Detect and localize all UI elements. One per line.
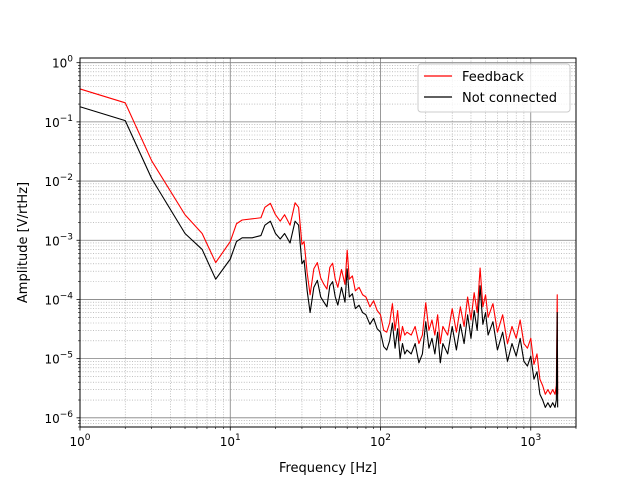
series-line-not-connected bbox=[79, 106, 559, 408]
y-tick-label: 10−6 bbox=[44, 410, 73, 426]
legend: Feedback Not connected bbox=[417, 63, 571, 113]
y-tick-label: 100 bbox=[52, 55, 73, 71]
x-tick-label: 100 bbox=[69, 433, 90, 449]
legend-label-not-connected: Not connected bbox=[462, 91, 557, 106]
minor-grid bbox=[80, 58, 577, 428]
y-axis-label: Amplitude [V/rtHz] bbox=[16, 182, 31, 303]
tick-labels: 100 101 102 103 10−6 10−5 10−4 10−3 10−2 10−1 100 bbox=[44, 55, 541, 449]
y-tick-label: 10−4 bbox=[44, 291, 73, 307]
y-tick-label: 10−1 bbox=[44, 114, 73, 130]
x-tick-label: 102 bbox=[370, 433, 391, 449]
x-axis-label: Frequency [Hz] bbox=[279, 461, 377, 476]
series-layer bbox=[79, 88, 559, 408]
axis-ticks bbox=[76, 62, 577, 431]
x-tick-label: 101 bbox=[220, 433, 241, 449]
y-tick-label: 10−3 bbox=[44, 232, 73, 248]
plot-frame bbox=[79, 57, 577, 428]
y-tick-label: 10−2 bbox=[44, 173, 73, 189]
legend-label-feedback: Feedback bbox=[462, 70, 524, 85]
series-line-feedback bbox=[79, 88, 559, 395]
y-tick-label: 10−5 bbox=[44, 351, 73, 367]
x-tick-label: 103 bbox=[520, 433, 541, 449]
legend-box bbox=[417, 63, 571, 113]
